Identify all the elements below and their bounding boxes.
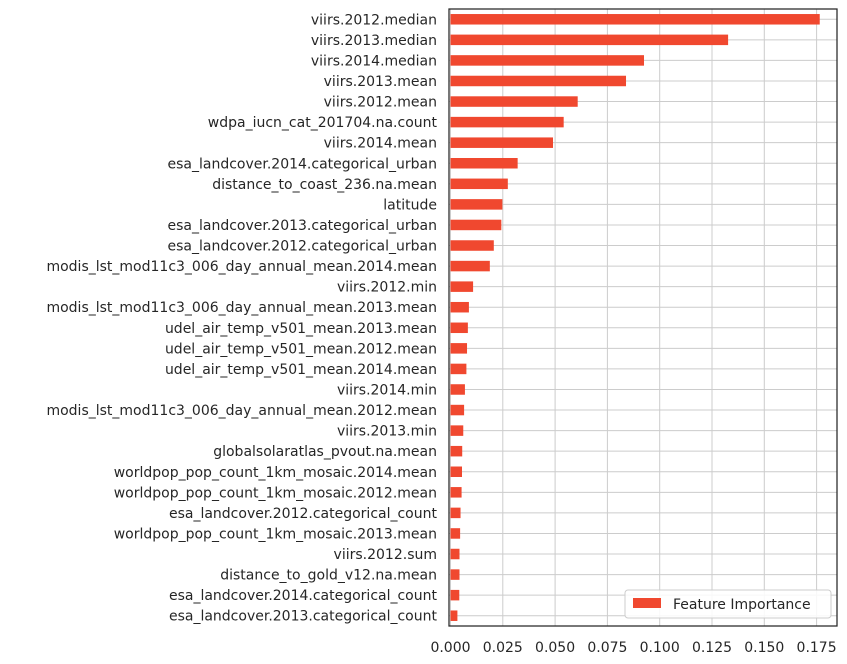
y-tick-label: globalsolaratlas_pvout.na.mean xyxy=(213,444,437,460)
y-tick-label: esa_landcover.2014.categorical_count xyxy=(169,588,438,604)
y-tick-label: viirs.2012.min xyxy=(337,280,437,296)
y-tick-label: worldpop_pop_count_1km_mosaic.2013.mean xyxy=(114,526,437,542)
y-tick-label: viirs.2012.median xyxy=(311,12,437,28)
bars xyxy=(450,14,820,621)
bar xyxy=(450,116,564,128)
bar xyxy=(450,75,627,87)
y-tick-label: esa_landcover.2012.categorical_count xyxy=(169,506,438,522)
legend: Feature Importance xyxy=(624,589,832,619)
y-tick-label: esa_landcover.2012.categorical_urban xyxy=(168,239,438,255)
y-tick-label: modis_lst_mod11c3_006_day_annual_mean.20… xyxy=(46,259,437,275)
bar xyxy=(450,301,469,313)
legend-label: Feature Importance xyxy=(673,597,811,613)
x-tick-label: 0.100 xyxy=(640,640,680,656)
bar xyxy=(450,281,474,292)
x-tick-label: 0.025 xyxy=(483,640,523,656)
bar xyxy=(450,528,461,539)
y-tick-label: viirs.2012.mean xyxy=(324,95,437,111)
y-tick-label: udel_air_temp_v501_mean.2012.mean xyxy=(165,341,437,357)
y-tick-label: esa_landcover.2013.categorical_urban xyxy=(168,218,438,234)
y-tick-label: viirs.2013.mean xyxy=(324,74,437,90)
x-tick-label: 0.000 xyxy=(430,640,470,656)
bar xyxy=(450,487,462,498)
bar xyxy=(450,199,503,210)
y-tick-label: viirs.2012.sum xyxy=(334,547,437,563)
bar xyxy=(450,404,465,416)
bar xyxy=(450,158,518,169)
x-tick-label: 0.175 xyxy=(797,640,837,656)
plot-frame xyxy=(448,8,838,627)
y-tick-label: modis_lst_mod11c3_006_day_annual_mean.20… xyxy=(46,300,437,316)
bar xyxy=(450,466,463,477)
bar xyxy=(450,445,463,457)
y-tick-label: modis_lst_mod11c3_006_day_annual_mean.20… xyxy=(46,403,437,419)
bar xyxy=(450,322,468,334)
y-tick-label: viirs.2014.min xyxy=(337,382,437,398)
y-tick-label: viirs.2014.mean xyxy=(324,136,437,152)
y-tick-label: udel_air_temp_v501_mean.2013.mean xyxy=(165,321,437,337)
x-tick-label: 0.150 xyxy=(744,640,784,656)
bar xyxy=(450,240,494,251)
bar xyxy=(450,14,820,25)
bar xyxy=(450,425,464,436)
bar xyxy=(450,219,502,231)
y-tick-labels: viirs.2012.median viirs.2013.median viirs.… xyxy=(46,12,437,624)
y-tick-label: esa_landcover.2014.categorical_urban xyxy=(168,156,438,172)
y-tick-label: worldpop_pop_count_1km_mosaic.2012.mean xyxy=(114,485,437,501)
legend-box xyxy=(624,589,832,619)
x-tick-label: 0.125 xyxy=(692,640,732,656)
x-tick-labels: 0.000 0.025 0.050 0.075 0.100 0.125 0.150 0.175 xyxy=(430,640,836,656)
plot-background xyxy=(449,9,837,626)
y-tick-label: viirs.2014.median xyxy=(311,53,437,69)
x-tick-label: 0.050 xyxy=(535,640,575,656)
bar xyxy=(450,178,508,190)
y-tick-label: distance_to_coast_236.na.mean xyxy=(212,177,437,193)
bar xyxy=(450,34,729,46)
y-tick-label: distance_to_gold_v12.na.mean xyxy=(220,568,437,584)
bar xyxy=(450,363,467,375)
bar xyxy=(450,548,460,560)
bar xyxy=(450,137,554,148)
y-tick-label: viirs.2013.median xyxy=(311,33,437,49)
y-tick-label: esa_landcover.2013.categorical_count xyxy=(169,609,438,625)
y-tick-label: latitude xyxy=(383,197,437,213)
bar xyxy=(450,55,645,66)
bar xyxy=(450,260,490,272)
bar xyxy=(450,384,465,395)
y-tick-label: viirs.2013.min xyxy=(337,424,437,440)
x-tick-label: 0.075 xyxy=(587,640,627,656)
bar xyxy=(450,610,458,621)
legend-swatch xyxy=(633,598,661,608)
y-tick-label: wdpa_iucn_cat_201704.na.count xyxy=(208,115,438,131)
y-tick-label: udel_air_temp_v501_mean.2014.mean xyxy=(165,362,437,378)
bar xyxy=(450,569,460,580)
y-tick-label: worldpop_pop_count_1km_mosaic.2014.mean xyxy=(114,465,437,481)
bar xyxy=(450,96,578,107)
bar xyxy=(450,589,460,601)
bar xyxy=(450,343,468,354)
bar xyxy=(450,507,461,519)
